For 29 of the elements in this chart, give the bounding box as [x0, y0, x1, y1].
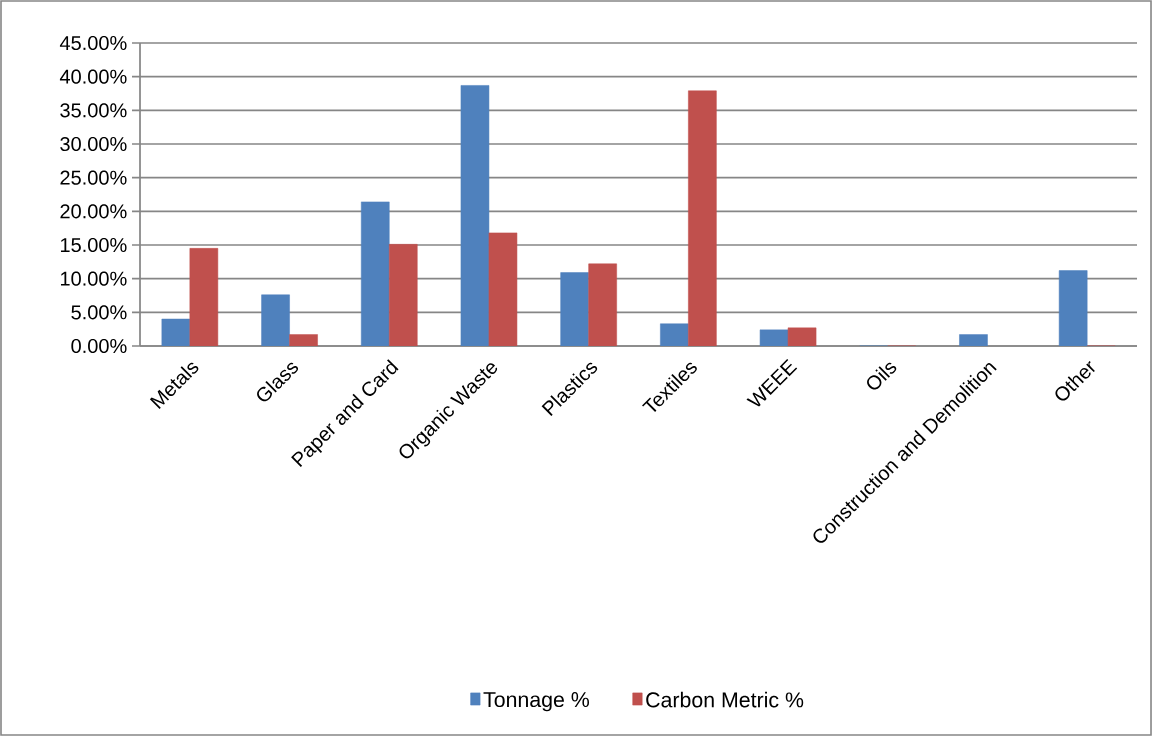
y-tick-label: 25.00% [60, 170, 127, 185]
bar [660, 323, 689, 346]
bar [588, 263, 617, 346]
legend-label: Tonnage % [483, 692, 590, 712]
bar [189, 248, 219, 346]
bar [759, 329, 789, 346]
y-tick-label: 0.00% [71, 338, 127, 354]
y-tick-label: 15.00% [60, 237, 127, 253]
bar [289, 334, 318, 346]
y-tick-label: 40.00% [59, 69, 127, 84]
bar [1058, 270, 1088, 346]
bar [488, 232, 518, 346]
y-tick-label: 20.00% [60, 204, 127, 219]
bar [261, 294, 290, 346]
legend-label: Carbon Metric % [646, 691, 804, 708]
bar [560, 272, 589, 346]
bar [360, 201, 390, 346]
x-tick-label: Oils [867, 362, 897, 390]
bar [959, 334, 988, 346]
bar [460, 85, 490, 346]
y-tick-label: 45.00% [59, 35, 127, 51]
bar [787, 327, 817, 346]
y-tick-label: 35.00% [60, 103, 127, 118]
y-tick-label: 10.00% [60, 271, 127, 286]
y-tick-label: 5.00% [71, 305, 127, 320]
y-tick-label: 30.00% [60, 136, 127, 152]
bar [688, 90, 717, 346]
bar [161, 318, 191, 346]
bar [388, 244, 418, 346]
